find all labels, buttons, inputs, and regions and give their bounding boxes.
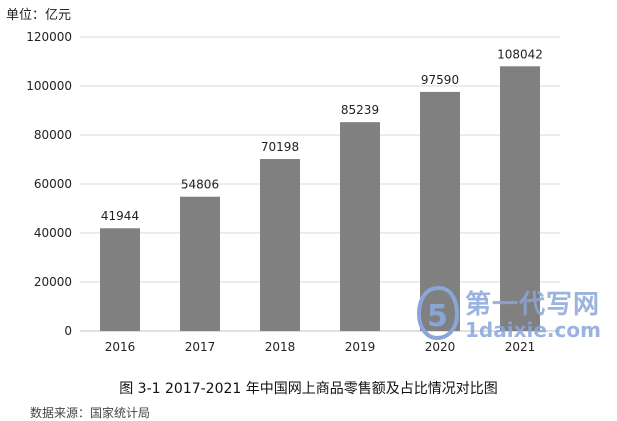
- watermark: 5 第一代写网 1daixie.com: [413, 282, 613, 344]
- watermark-text: 第一代写网: [465, 290, 601, 320]
- grid-lines: [80, 36, 560, 332]
- x-tick-label-2018: 2018: [265, 340, 296, 354]
- figure-caption: 图 3-1 2017-2021 年中国网上商品零售额及占比情况对比图: [119, 381, 498, 397]
- y-tick-label: 120000: [26, 30, 72, 44]
- y-tick-label: 40000: [34, 226, 72, 240]
- data-label-2016: 41944: [101, 209, 139, 223]
- bar-2016: [100, 228, 140, 331]
- y-tick-label: 20000: [34, 275, 72, 289]
- bars: [100, 66, 540, 332]
- data-labels: 41944 54806 70198 85239 97590 108042: [101, 47, 543, 223]
- watermark-url: 1daixie.com: [465, 318, 601, 342]
- source-note: 数据来源：国家统计局: [30, 406, 151, 420]
- bar-chart: 41944 54806 70198 85239 97590 108042 0 20000 40…: [26, 30, 560, 354]
- watermark-logo-icon: 5: [416, 285, 460, 341]
- x-tick-label-2016: 2016: [105, 340, 136, 354]
- watermark-logo-letter: 5: [427, 299, 448, 334]
- bar-2021: [500, 66, 540, 332]
- data-label-2018: 70198: [261, 140, 299, 154]
- data-label-2017: 54806: [181, 178, 219, 192]
- y-tick-label: 60000: [34, 177, 72, 191]
- x-axis-ticks: 2016 2017 2018 2019 2020 2021: [105, 340, 536, 354]
- unit-label: 单位：亿元: [6, 8, 72, 23]
- bar-2019: [340, 122, 380, 331]
- y-tick-label: 80000: [34, 128, 72, 142]
- y-tick-label: 100000: [26, 79, 72, 93]
- y-tick-label: 0: [64, 324, 72, 338]
- data-label-2019: 85239: [341, 103, 379, 117]
- x-tick-label-2020: 2020: [425, 340, 456, 354]
- data-label-2020: 97590: [421, 73, 459, 87]
- x-tick-label-2017: 2017: [185, 340, 216, 354]
- bar-2017: [180, 196, 220, 331]
- x-tick-label-2021: 2021: [505, 340, 536, 354]
- x-tick-label-2019: 2019: [345, 340, 376, 354]
- bar-2018: [260, 159, 300, 331]
- data-label-2021: 108042: [497, 47, 543, 61]
- y-axis-ticks: 0 20000 40000 60000 80000 100000 120000: [26, 30, 72, 338]
